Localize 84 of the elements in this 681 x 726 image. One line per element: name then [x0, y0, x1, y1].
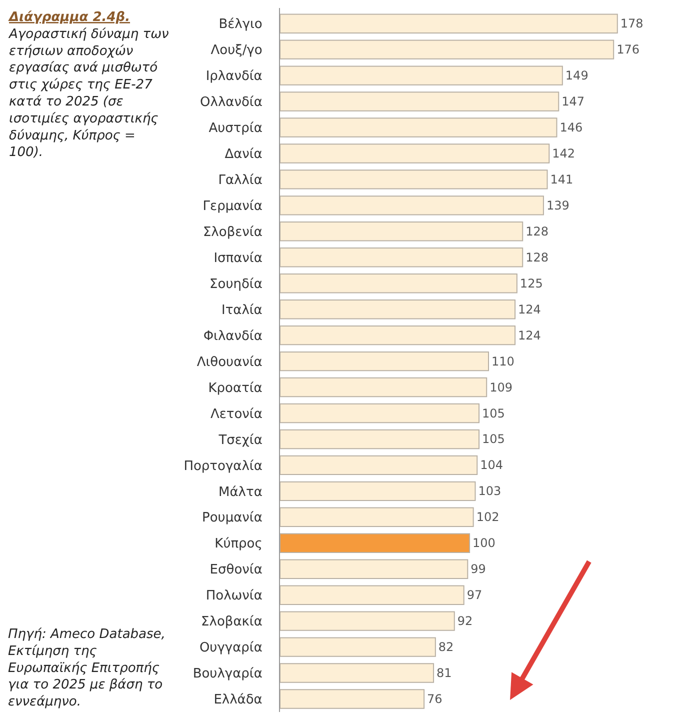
bar	[280, 325, 516, 346]
data-label: 124	[518, 328, 541, 342]
data-label: 105	[482, 432, 505, 446]
data-label: 100	[472, 536, 496, 550]
bar	[280, 92, 560, 112]
y-tick-label: Ιρλανδία	[206, 69, 262, 84]
bar	[280, 222, 524, 242]
bar	[280, 118, 558, 138]
y-tick-label: Γαλλία	[218, 173, 262, 188]
data-label: 147	[562, 94, 585, 109]
y-tick-label: Ισπανία	[214, 250, 262, 266]
y-tick-label: Ελλάδα	[214, 692, 262, 708]
y-tick-label: Αυστρία	[208, 121, 262, 136]
data-label: 99	[470, 562, 486, 576]
bar	[280, 663, 434, 683]
data-label: 103	[478, 484, 502, 498]
data-label: 139	[546, 198, 570, 212]
y-tick-label: Λουξ/γο	[210, 43, 262, 58]
bar	[280, 455, 478, 476]
data-label: 97	[466, 588, 482, 602]
data-label: 146	[560, 120, 583, 134]
data-label: 128	[526, 224, 549, 238]
y-tick-label: Εσθονία	[210, 562, 262, 578]
bar	[280, 429, 480, 450]
bar	[280, 585, 464, 605]
bar	[280, 274, 518, 294]
y-tick-label: Ρουμανία	[202, 510, 262, 526]
bar	[280, 144, 550, 164]
bar	[280, 481, 476, 502]
bar	[280, 196, 544, 216]
bar	[280, 351, 489, 372]
y-tick-label: Κύπρος	[214, 536, 262, 552]
bar	[280, 66, 563, 86]
y-tick-label: Γερμανία	[202, 198, 262, 214]
data-label: 81	[436, 666, 452, 680]
bar	[280, 689, 425, 709]
bar	[280, 40, 614, 60]
bar	[280, 403, 480, 424]
data-label: 141	[550, 172, 574, 186]
data-label: 178	[620, 16, 644, 31]
bar	[280, 507, 474, 528]
bar	[280, 611, 455, 631]
bar	[280, 637, 436, 657]
y-tick-label: Λετονία	[210, 406, 262, 422]
y-tick-label: Τσεχία	[218, 432, 262, 448]
data-label: 92	[457, 614, 473, 628]
y-tick-label: Ουγγαρία	[199, 640, 262, 656]
y-tick-label: Ολλανδία	[200, 95, 262, 110]
y-tick-label: Μάλτα	[218, 484, 262, 500]
y-tick-label: Σλοβενία	[202, 224, 262, 240]
bar	[280, 14, 618, 34]
text: Αγοραστική δύναμη των ετήσιων αποδοχών εργασίας ανά μισθωτό στις χώρες της ΕΕ-27 κατά το 2025 (σε ισοτιμίες αγοραστικής δύναμης, Κύπρος = 100).	[8, 26, 169, 160]
bar	[280, 248, 524, 268]
y-tick-label: Ιταλία	[221, 302, 262, 318]
y-tick-label: Πολωνία	[206, 588, 262, 604]
y-tick-label: Σλοβακία	[201, 614, 262, 630]
y-tick-label: Λιθουανία	[196, 354, 262, 370]
y-tick-label: Βουλγαρία	[192, 666, 262, 682]
data-label: 128	[526, 250, 549, 264]
data-label: 76	[427, 692, 442, 706]
bar	[280, 533, 470, 553]
bar	[280, 170, 548, 190]
data-label: 110	[492, 354, 514, 368]
data-label: 82	[438, 640, 454, 654]
bar	[280, 559, 468, 579]
data-label: 109	[490, 380, 513, 394]
data-label: 142	[552, 146, 576, 160]
y-tick-label: Πορτογαλία	[184, 458, 262, 474]
data-label: 104	[480, 458, 504, 472]
data-label: 124	[518, 302, 541, 316]
y-tick-label: Δανία	[224, 147, 262, 162]
y-tick-label: Φιλανδία	[203, 328, 262, 344]
data-label: 102	[476, 510, 500, 524]
data-label: 125	[520, 276, 543, 290]
y-tick-label: Κροατία	[208, 380, 262, 396]
bar	[280, 299, 516, 320]
y-tick-label: Σουηδία	[210, 276, 262, 292]
data-label: 149	[565, 68, 588, 83]
text: Πηγή: Ameco Database, Εκτίμηση της Ευρωπαϊκής Επιτροπής για το 2025 με βάση το εννεάμηνο.	[8, 627, 166, 710]
y-tick-label: Βέλγιο	[218, 17, 262, 32]
data-label: 105	[482, 406, 505, 420]
text: Διάγραμμα 2.4β.	[8, 10, 130, 25]
bar	[280, 377, 488, 398]
data-label: 176	[616, 42, 640, 57]
